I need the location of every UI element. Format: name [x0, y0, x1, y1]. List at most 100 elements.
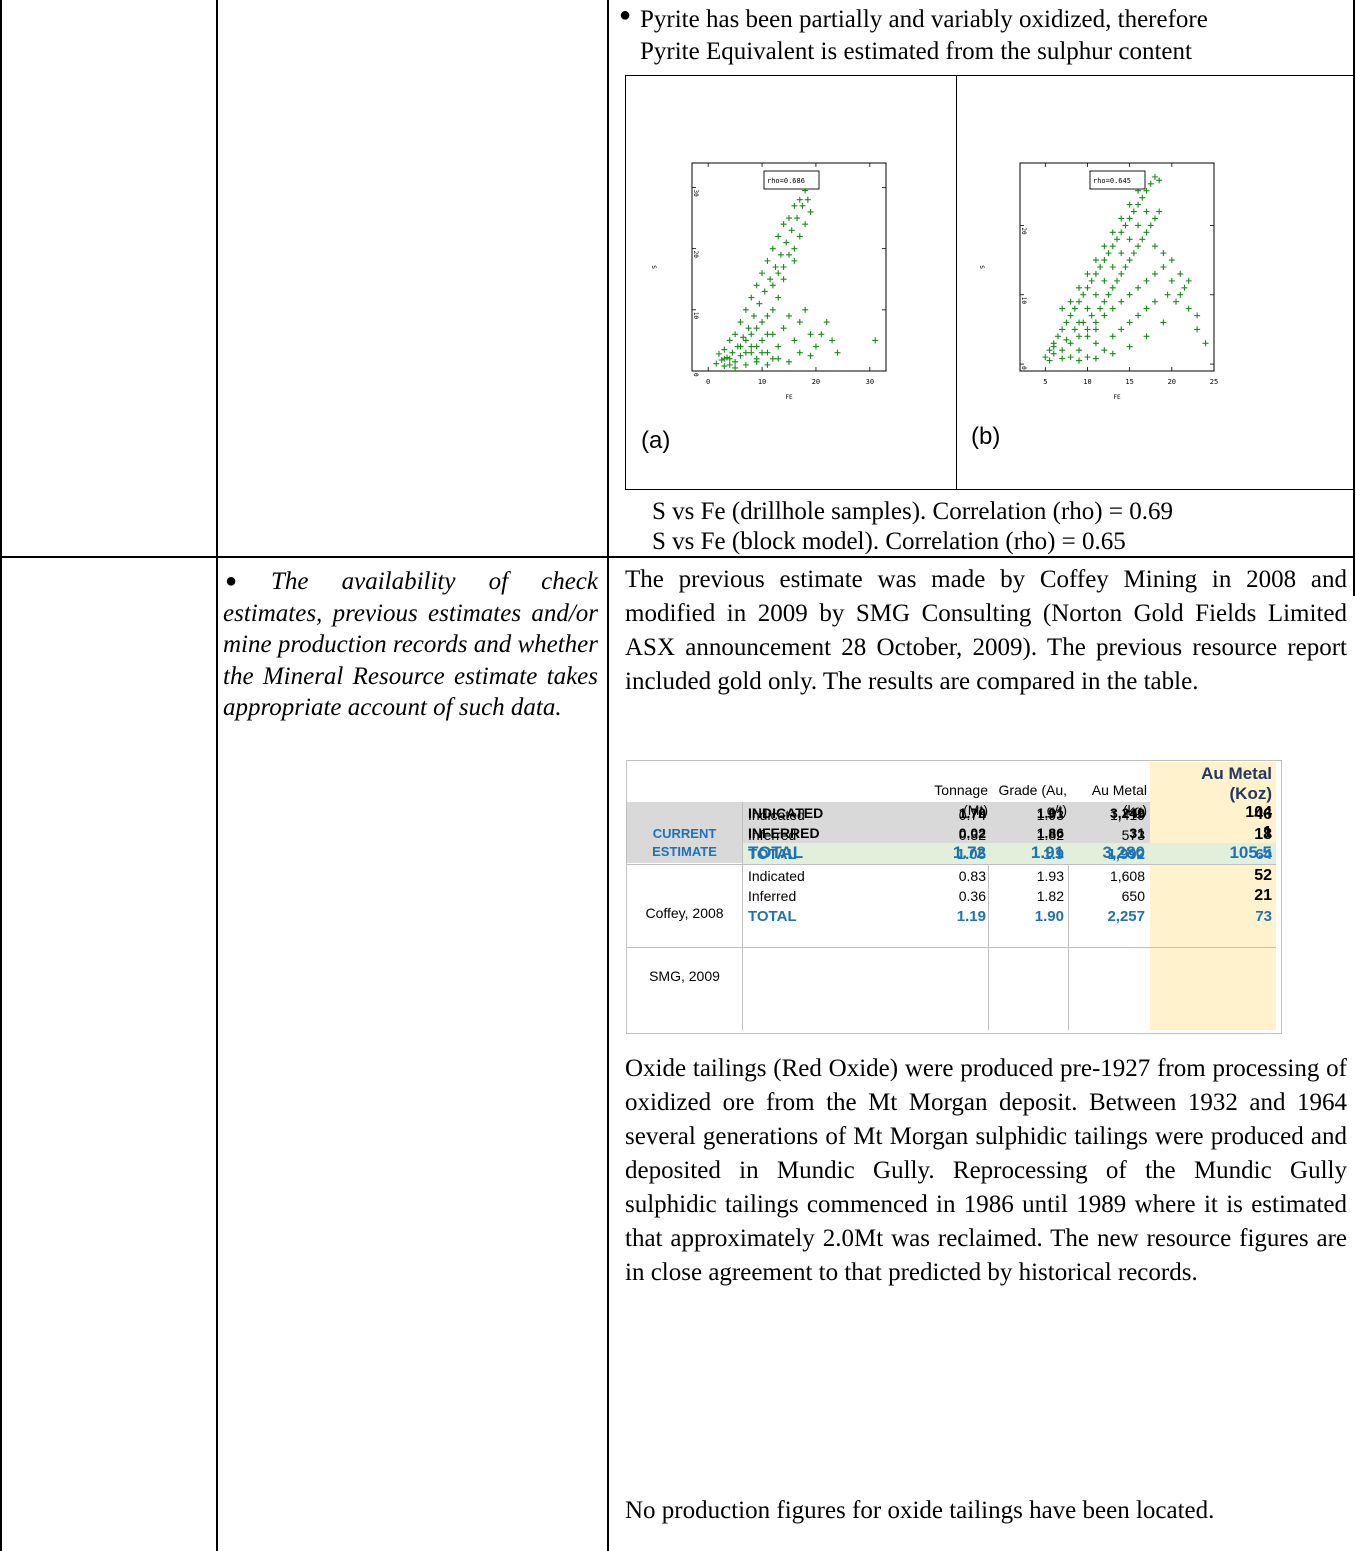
data-point — [732, 364, 739, 371]
col-header-koz: Au Metal (Koz) — [1150, 764, 1272, 804]
data-point — [1092, 270, 1099, 277]
data-point — [807, 352, 814, 359]
data-point — [745, 325, 752, 332]
production-paragraph: No production figures for oxide tailings… — [625, 1497, 1215, 1524]
table-cell: 18 — [1254, 826, 1272, 843]
data-point — [726, 337, 733, 344]
data-point — [1126, 257, 1133, 264]
data-point — [1067, 298, 1074, 305]
data-point — [1084, 305, 1091, 312]
table-row-label: Inferred — [748, 888, 797, 904]
figure-frame — [625, 75, 626, 490]
x-tick-label: 0 — [706, 378, 710, 386]
data-point — [1076, 347, 1083, 354]
table-border-col2 — [607, 0, 609, 1551]
data-point — [761, 288, 768, 295]
table-cell: 0.02 — [958, 825, 986, 841]
data-point — [1118, 326, 1125, 333]
data-point — [1084, 284, 1091, 291]
data-point — [1092, 326, 1099, 333]
table-cell: 0.74 — [958, 807, 986, 823]
data-point — [721, 363, 728, 370]
data-point — [759, 349, 766, 356]
data-point — [1050, 350, 1057, 357]
data-point — [1088, 312, 1095, 319]
intro-paragraph: The previous estimate was made by Coffey… — [625, 566, 1347, 695]
data-point — [1080, 291, 1087, 298]
data-point — [1071, 305, 1078, 312]
data-point — [1101, 347, 1108, 354]
data-point — [1122, 222, 1129, 229]
table-border-left — [0, 0, 2, 1551]
data-point — [1118, 250, 1125, 257]
table-cell: 3,280 — [1102, 843, 1145, 862]
data-point — [769, 355, 776, 362]
data-point — [1151, 270, 1158, 277]
x-tick-label: 5 — [1043, 378, 1047, 386]
data-point — [753, 358, 760, 365]
data-point — [767, 276, 774, 283]
data-point — [721, 355, 728, 362]
annotation-text: rho=0.686 — [767, 177, 805, 185]
figure-frame-bottom — [625, 489, 1354, 490]
data-point — [1160, 250, 1167, 257]
data-point — [721, 346, 728, 353]
data-point — [1135, 201, 1142, 208]
table-cell: 1.82 — [1036, 827, 1064, 843]
data-point — [1059, 326, 1066, 333]
data-point — [1135, 222, 1142, 229]
data-point — [1147, 222, 1154, 229]
data-point — [796, 233, 803, 240]
data-point — [1046, 357, 1053, 364]
data-point — [1063, 336, 1070, 343]
criterion-cell: ● The availability of check estimates, p… — [223, 566, 598, 724]
table-cell: 1,992 — [1107, 846, 1145, 863]
data-point — [726, 361, 733, 368]
table-cell: 650 — [1121, 888, 1145, 904]
data-point — [796, 196, 803, 203]
data-point — [775, 294, 782, 301]
data-point — [753, 343, 760, 350]
data-point — [1164, 291, 1171, 298]
table-row-divider — [0, 556, 1355, 558]
data-point — [715, 350, 722, 357]
data-point — [1130, 250, 1137, 257]
table-cell: 1.86 — [1036, 825, 1064, 841]
data-point — [780, 276, 787, 283]
data-point — [791, 202, 798, 209]
data-point — [780, 325, 787, 332]
data-point — [802, 221, 809, 228]
data-point — [764, 349, 771, 356]
data-point — [742, 306, 749, 313]
table-cell: 0.83 — [958, 868, 986, 884]
data-point — [802, 306, 809, 313]
data-point — [1105, 250, 1112, 257]
data-point — [1084, 326, 1091, 333]
data-point — [732, 358, 739, 365]
table-row-label: TOTAL — [748, 908, 797, 925]
data-point — [1101, 277, 1108, 284]
data-point — [1194, 326, 1201, 333]
data-point — [748, 294, 755, 301]
x-axis-label: FE — [1113, 394, 1121, 401]
plot-frame — [1019, 162, 1215, 372]
table-cell: 73 — [1255, 908, 1272, 925]
data-point — [1160, 264, 1167, 270]
data-point — [756, 300, 763, 307]
data-point — [1067, 354, 1074, 361]
data-point — [872, 337, 879, 344]
table-cell: 64 — [1255, 846, 1272, 863]
criterion-text: The availability of check estimates, pre… — [223, 568, 598, 721]
y-tick-label: 10 — [1020, 297, 1027, 305]
data-point — [1067, 340, 1074, 347]
table-cell: 1.70 — [958, 805, 986, 821]
data-point — [737, 352, 744, 359]
y-axis-label: S — [650, 265, 657, 269]
data-point — [1067, 312, 1074, 319]
table-cell: 0.32 — [958, 827, 986, 843]
data-point — [759, 337, 766, 344]
data-point — [818, 331, 825, 338]
data-point — [764, 331, 771, 338]
data-point — [1143, 208, 1150, 215]
data-point — [1126, 291, 1133, 298]
